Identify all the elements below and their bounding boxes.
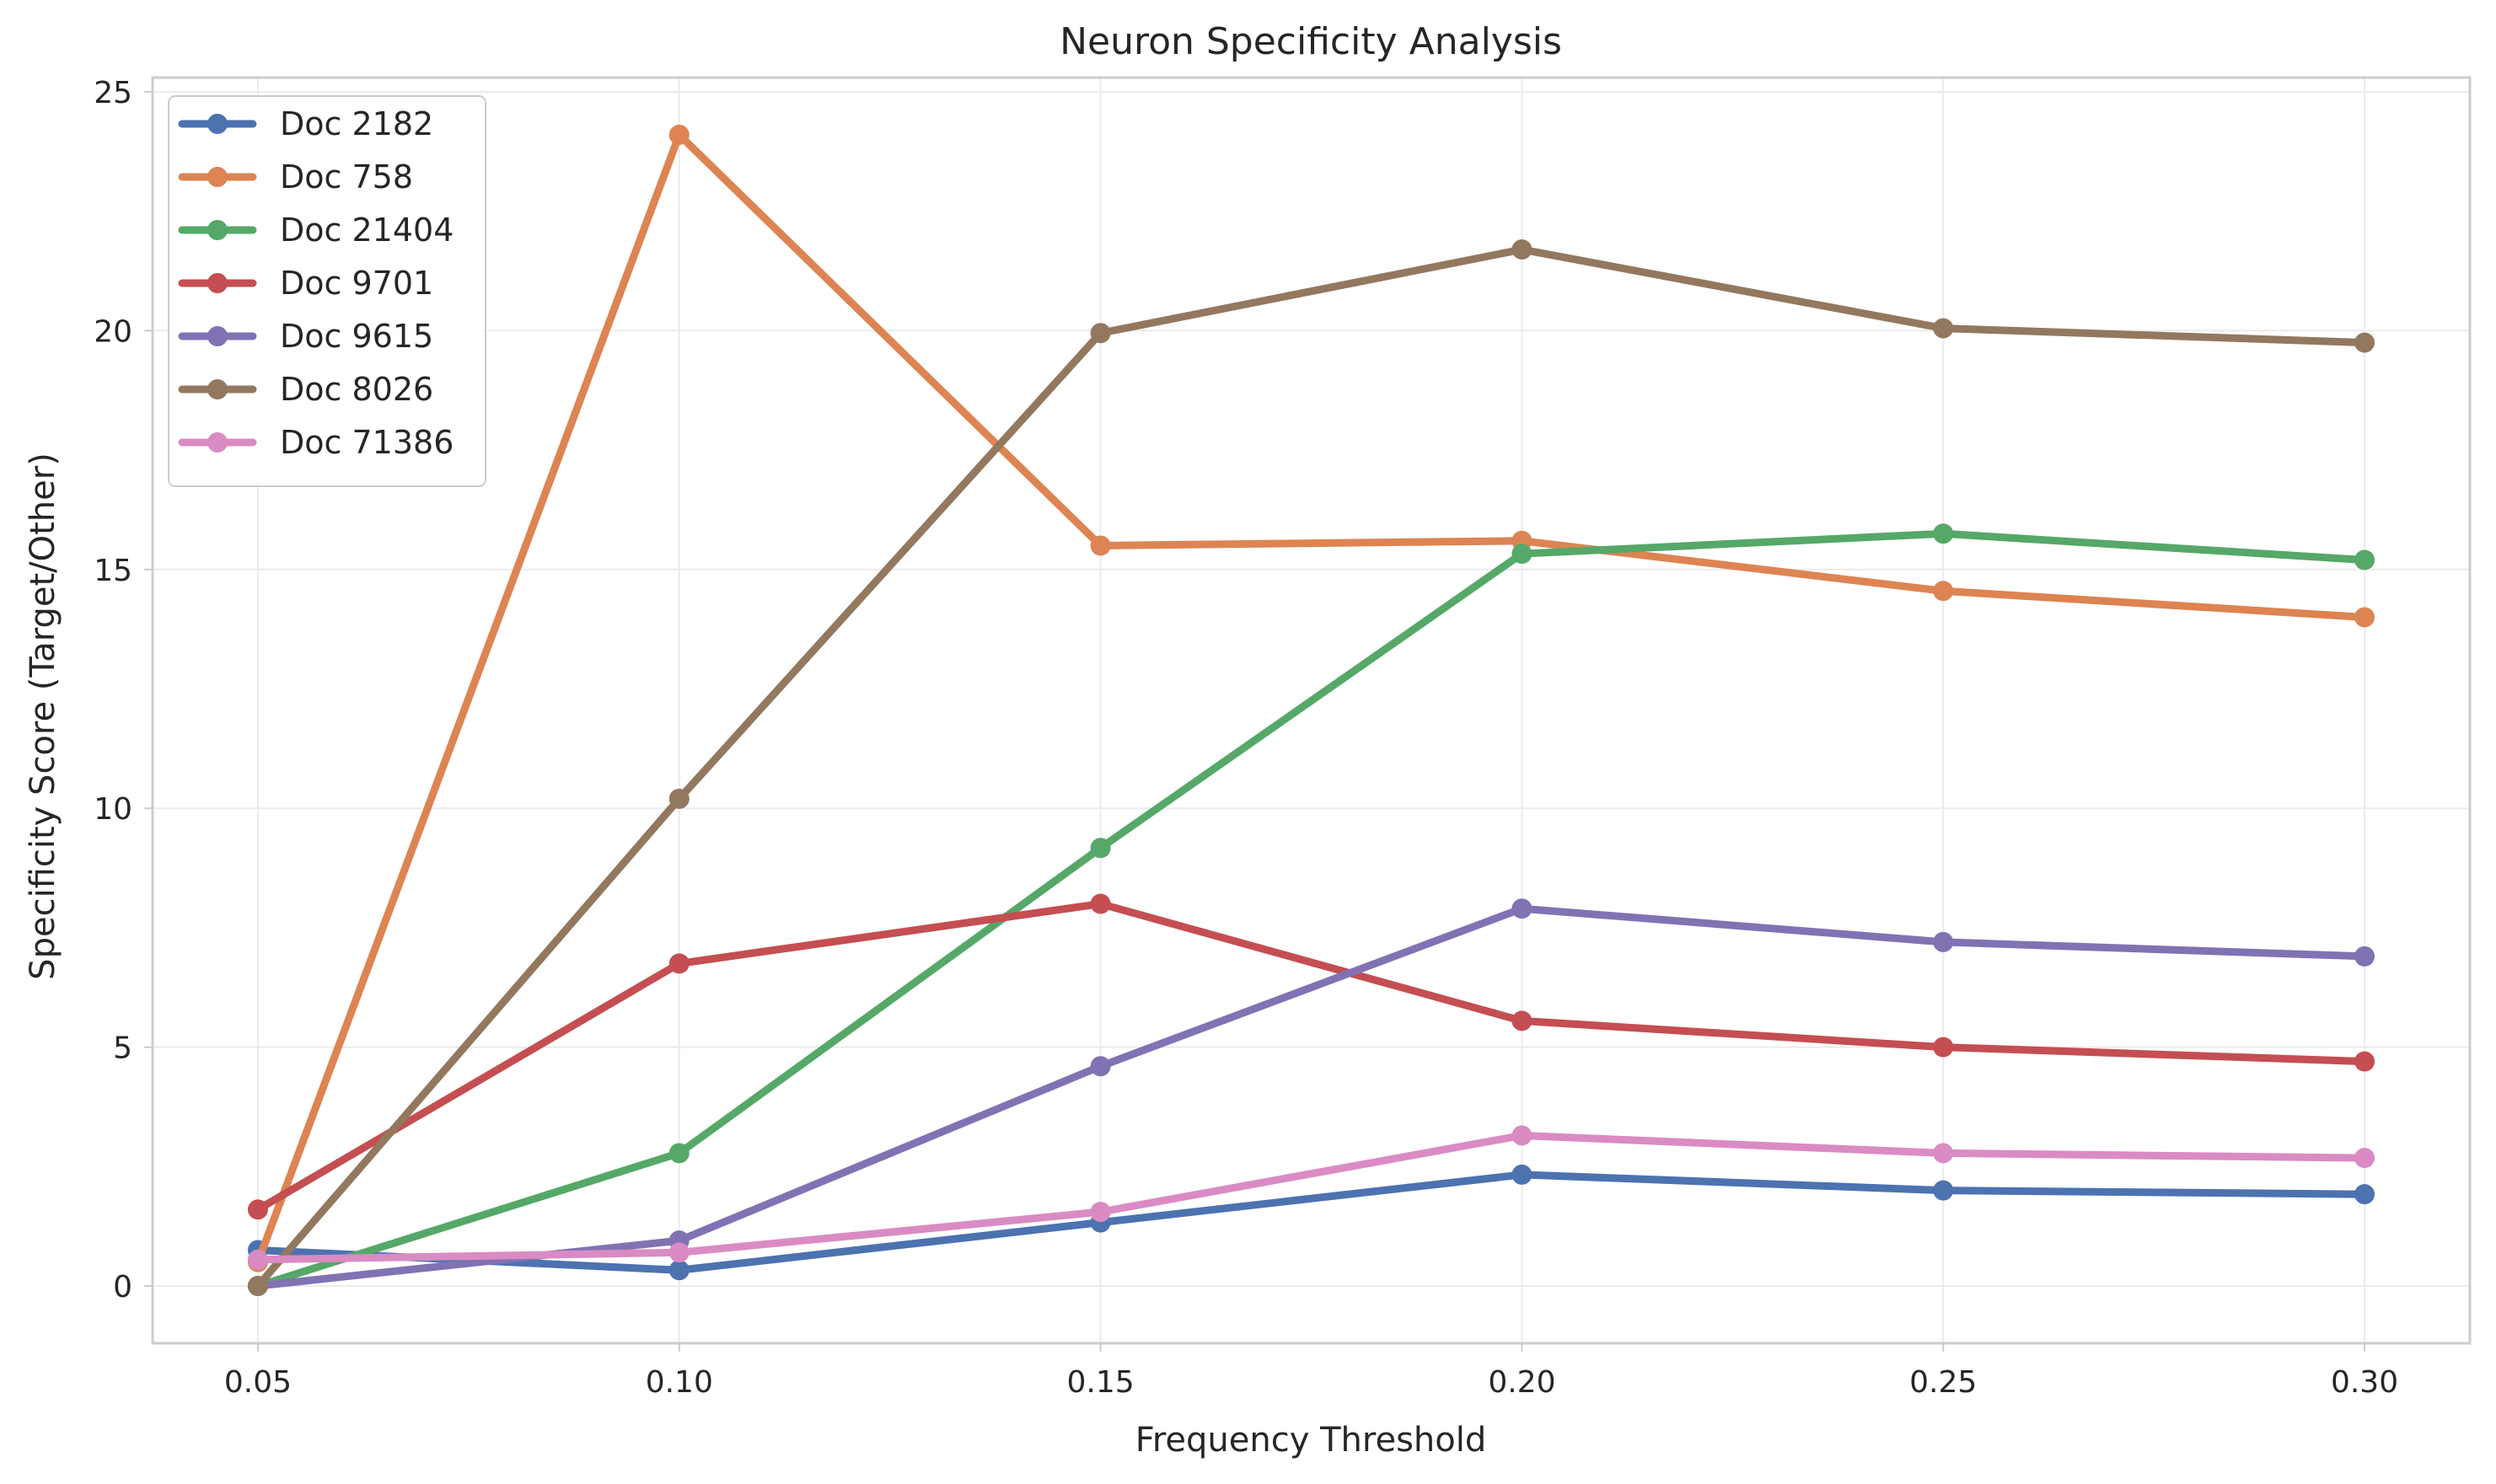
- series-doc-9701: [247, 893, 2375, 1220]
- x-axis-ticks: 0.05 0.10 0.15 0.20 0.25 0.30: [224, 1343, 2398, 1400]
- data-point: [1511, 1125, 1532, 1146]
- series-line: [254, 1131, 2369, 1264]
- data-point: [1090, 1056, 1111, 1077]
- x-tick-label: 0.30: [2331, 1365, 2398, 1400]
- data-point: [1511, 544, 1532, 565]
- x-tick-label: 0.05: [224, 1365, 292, 1400]
- series-layer: [247, 125, 2375, 1296]
- x-axis-label: Frequency Threshold: [1135, 1421, 1486, 1460]
- data-point: [247, 1249, 268, 1270]
- y-tick-label: 0: [113, 1270, 132, 1305]
- data-point: [2354, 1184, 2375, 1205]
- data-point: [668, 1260, 690, 1281]
- legend-marker: [207, 326, 228, 346]
- y-axis-ticks: 0 5 10 15 20 25: [94, 76, 153, 1305]
- data-point: [1933, 1180, 1954, 1201]
- legend-marker: [207, 220, 228, 240]
- data-point: [1090, 535, 1111, 556]
- y-tick-label: 10: [94, 792, 132, 827]
- data-point: [668, 1143, 690, 1164]
- data-point: [1511, 1010, 1532, 1031]
- data-point: [1511, 239, 1532, 260]
- series-line: [254, 529, 2369, 1290]
- y-tick-label: 15: [94, 554, 132, 588]
- data-point: [2354, 1148, 2375, 1169]
- data-point: [668, 788, 690, 809]
- series-line: [254, 904, 2369, 1290]
- legend-item: Doc 71386: [178, 424, 454, 461]
- data-point: [1933, 523, 1954, 544]
- legend-item: Doc 9615: [178, 318, 433, 355]
- series-line: [254, 1171, 2369, 1274]
- legend-item: Doc 9701: [178, 265, 433, 302]
- series-line: [254, 245, 2369, 1290]
- legend-label: Doc 2182: [280, 105, 433, 142]
- data-point: [2354, 946, 2375, 967]
- data-point: [2354, 607, 2375, 628]
- data-point: [1511, 898, 1532, 919]
- data-point: [668, 1242, 690, 1263]
- data-point: [1090, 838, 1111, 859]
- data-point: [668, 125, 690, 146]
- data-point: [247, 1199, 268, 1220]
- legend-marker: [207, 379, 228, 399]
- legend-label: Doc 758: [280, 158, 413, 196]
- legend-label: Doc 9615: [280, 318, 433, 355]
- data-point: [1090, 893, 1111, 914]
- legend-item: Doc 758: [178, 158, 413, 196]
- y-tick-label: 25: [94, 76, 132, 110]
- x-tick-label: 0.25: [1909, 1365, 1977, 1400]
- plot-frame: [151, 76, 2472, 1345]
- data-point: [1933, 931, 1954, 952]
- legend-marker: [207, 273, 228, 293]
- data-point: [2354, 1051, 2375, 1072]
- data-point: [2354, 549, 2375, 571]
- legend-marker: [207, 114, 228, 134]
- x-tick-label: 0.15: [1067, 1365, 1135, 1400]
- data-point: [1090, 323, 1111, 344]
- data-point: [1933, 581, 1954, 602]
- y-tick-label: 20: [94, 314, 132, 349]
- legend-label: Doc 9701: [280, 265, 433, 302]
- y-tick-label: 5: [113, 1031, 132, 1066]
- data-point: [668, 953, 690, 974]
- y-axis-label: Specificity Score (Target/Other): [24, 453, 62, 980]
- data-point: [1933, 1037, 1954, 1058]
- data-point: [247, 1275, 268, 1296]
- data-point: [1933, 1143, 1954, 1164]
- legend-marker: [207, 432, 228, 453]
- legend-item: Doc 8026: [178, 371, 433, 408]
- series-doc-8026: [247, 239, 2375, 1296]
- chart-title: Neuron Specificity Analysis: [1060, 20, 1562, 63]
- series-line: [254, 131, 2369, 1267]
- x-tick-label: 0.10: [646, 1365, 713, 1400]
- data-point: [1933, 318, 1954, 339]
- legend-label: Doc 8026: [280, 371, 433, 408]
- x-tick-label: 0.20: [1488, 1365, 1555, 1400]
- data-point: [1090, 1202, 1111, 1223]
- legend: Doc 2182 Doc 758 Doc 21404 Doc 9701 Doc 9615…: [168, 95, 486, 487]
- legend-item: Doc 2182: [178, 105, 433, 142]
- legend-item: Doc 21404: [178, 212, 454, 249]
- series-line: [254, 900, 2369, 1213]
- legend-label: Doc 21404: [280, 212, 454, 249]
- legend-marker: [207, 167, 228, 187]
- data-point: [1511, 1164, 1532, 1185]
- series-doc-71386: [247, 1125, 2375, 1270]
- plot-area: 0.05 0.10 0.15 0.20 0.25 0.30 0 5 10 15 20 25: [94, 76, 2472, 1400]
- legend-label: Doc 71386: [280, 424, 454, 461]
- data-point: [2354, 332, 2375, 353]
